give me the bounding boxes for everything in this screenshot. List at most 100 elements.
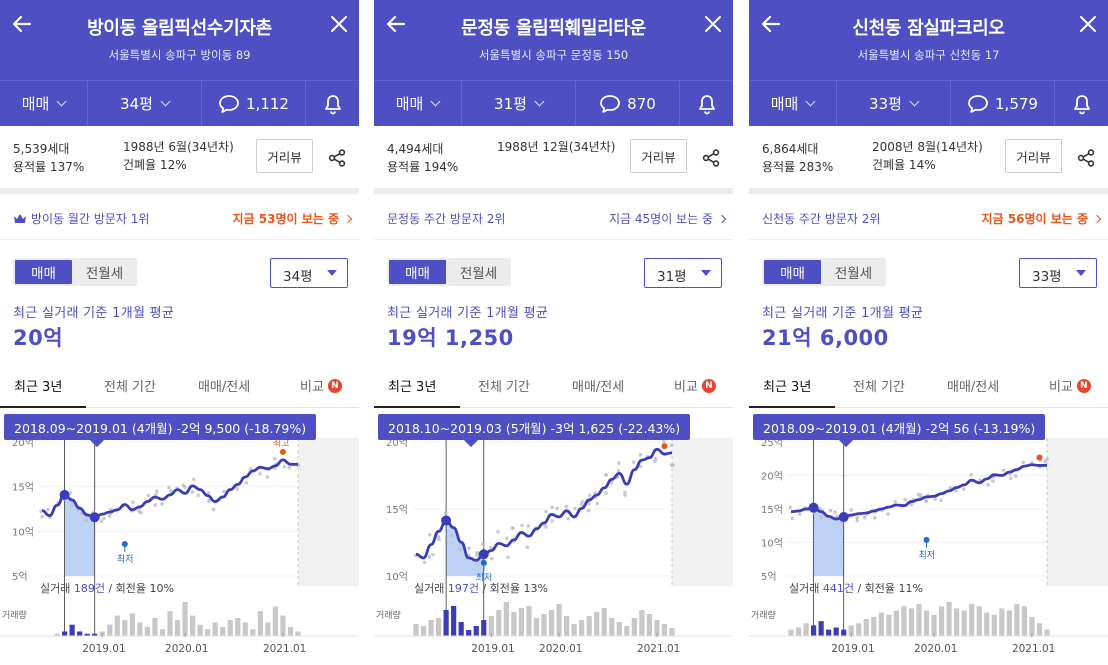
- transaction-dot: [573, 506, 577, 511]
- visitor-bar[interactable]: 신천동 주간 방문자 2위 지금 56명이 보는 중: [749, 194, 1108, 240]
- pyeong-select[interactable]: 33평: [1019, 258, 1097, 288]
- arrow-left-icon[interactable]: [759, 12, 783, 36]
- toggle-sale[interactable]: 매매: [389, 260, 446, 284]
- street-view-button[interactable]: 거리뷰: [630, 139, 687, 173]
- complex-info: 4,494세대 용적률 194% 1988년 12월(34년차) 거리뷰: [374, 126, 733, 188]
- transaction-dot: [566, 516, 570, 521]
- volume-bar: [916, 604, 922, 636]
- comments-button[interactable]: 1,112: [202, 81, 306, 126]
- chart-period-tabs: 최근 3년 전체 기간 매매/전세 비교 N: [749, 366, 1108, 408]
- close-icon[interactable]: [329, 14, 349, 34]
- range-start-point: [441, 515, 452, 526]
- transaction-dot: [46, 507, 50, 512]
- volume-bar: [272, 606, 279, 636]
- close-icon[interactable]: [703, 14, 723, 34]
- toggle-rent[interactable]: 전월세: [834, 266, 873, 282]
- alert-button[interactable]: [680, 81, 733, 126]
- transaction-dot: [550, 519, 554, 523]
- pyeong-select-value: 34평: [283, 269, 313, 285]
- volume-bar: [443, 610, 449, 636]
- toggle-sale[interactable]: 매매: [764, 260, 821, 284]
- transaction-dot: [924, 499, 928, 503]
- pyeong-dropdown[interactable]: 31평: [462, 81, 576, 126]
- pyeong-select[interactable]: 34평: [270, 258, 348, 288]
- street-view-button[interactable]: 거리뷰: [1005, 139, 1062, 173]
- transaction-dot: [272, 456, 277, 461]
- tab-sale-jeonse[interactable]: 매매/전세: [572, 380, 625, 395]
- transaction-dot: [102, 516, 106, 521]
- tab-compare[interactable]: 비교 N: [674, 376, 716, 395]
- visitor-bar[interactable]: 방이동 월간 방문자 1위 지금 53명이 보는 중: [0, 194, 359, 240]
- pyeong-dropdown[interactable]: 34평: [88, 81, 202, 126]
- range-end-point: [478, 549, 489, 560]
- tab-compare[interactable]: 비교 N: [1049, 376, 1091, 395]
- comments-button[interactable]: 1,579: [951, 81, 1055, 126]
- arrow-left-icon[interactable]: [10, 12, 34, 36]
- live-viewers-text: 지금 45명이 보는 중: [609, 212, 713, 226]
- tab-recent-3y[interactable]: 최근 3년: [763, 380, 812, 395]
- volume-bar: [420, 626, 427, 636]
- volume-bar: [639, 610, 645, 636]
- comments-button[interactable]: 870: [576, 81, 680, 126]
- transaction-dot: [954, 488, 958, 493]
- transaction-dot: [788, 505, 792, 510]
- transaction-dot: [550, 505, 555, 510]
- x-tick-label: 2019.01: [471, 643, 514, 655]
- tab-all-period[interactable]: 전체 기간: [478, 380, 530, 395]
- transaction-dot: [669, 443, 674, 447]
- volume-bar: [893, 610, 900, 636]
- street-view-button[interactable]: 거리뷰: [256, 139, 313, 173]
- price-trend-line: [41, 458, 298, 519]
- built-date: 1988년 12월(34년차): [497, 140, 616, 154]
- trade-type-dropdown[interactable]: 매매: [0, 81, 88, 126]
- tab-recent-3y[interactable]: 최근 3년: [14, 380, 63, 395]
- toggle-sale[interactable]: 매매: [15, 260, 72, 284]
- volume-bar: [189, 615, 196, 636]
- live-viewers[interactable]: 지금 53명이 보는 중: [232, 210, 353, 227]
- low-label: 최저: [476, 573, 493, 584]
- tab-sale-jeonse[interactable]: 매매/전세: [198, 380, 251, 395]
- tab-recent-3y[interactable]: 최근 3년: [388, 380, 437, 395]
- pyeong-select[interactable]: 31평: [644, 258, 722, 288]
- toggle-rent[interactable]: 전월세: [459, 266, 498, 282]
- alert-button[interactable]: [1055, 81, 1108, 126]
- close-icon[interactable]: [1078, 14, 1098, 34]
- volume-bar: [856, 623, 862, 636]
- transaction-dot: [167, 485, 171, 490]
- share-icon[interactable]: [327, 148, 347, 168]
- low-marker: [480, 559, 487, 566]
- volume-bar: [810, 625, 817, 636]
- x-tick-label: 2020.01: [914, 643, 957, 655]
- transaction-dot: [146, 493, 151, 498]
- info-col-2: 1988년 6월(34년차) 건폐율 12%: [123, 138, 234, 174]
- transaction-dot: [427, 532, 432, 537]
- trade-type-dropdown[interactable]: 매매: [374, 81, 462, 126]
- live-viewers[interactable]: 지금 45명이 보는 중: [609, 210, 727, 227]
- share-icon[interactable]: [1076, 148, 1096, 168]
- toggle-rent[interactable]: 전월세: [85, 266, 124, 282]
- tab-all-period[interactable]: 전체 기간: [853, 380, 905, 395]
- pyeong-dropdown[interactable]: 33평: [837, 81, 951, 126]
- transaction-dot: [586, 508, 591, 513]
- transaction-dot: [617, 461, 621, 465]
- transaction-dot: [862, 515, 867, 520]
- arrow-left-icon[interactable]: [384, 12, 408, 36]
- transaction-dot: [595, 501, 600, 506]
- volume-bar: [250, 629, 256, 636]
- transaction-dot: [909, 502, 914, 507]
- tab-compare[interactable]: 비교 N: [300, 376, 342, 395]
- tab-all-period[interactable]: 전체 기간: [104, 380, 156, 395]
- trade-type-dropdown[interactable]: 매매: [749, 81, 837, 126]
- share-icon[interactable]: [701, 148, 721, 168]
- tab-sale-jeonse[interactable]: 매매/전세: [947, 380, 1000, 395]
- transaction-dot: [623, 490, 627, 495]
- info-col-1: 4,494세대 용적률 194%: [387, 140, 458, 176]
- transaction-dot: [160, 502, 164, 506]
- alert-button[interactable]: [306, 81, 359, 126]
- volume-bar: [954, 608, 960, 636]
- visitor-bar[interactable]: 문정동 주간 방문자 2위 지금 45명이 보는 중: [374, 194, 733, 240]
- live-viewers[interactable]: 지금 56명이 보는 중: [981, 210, 1102, 227]
